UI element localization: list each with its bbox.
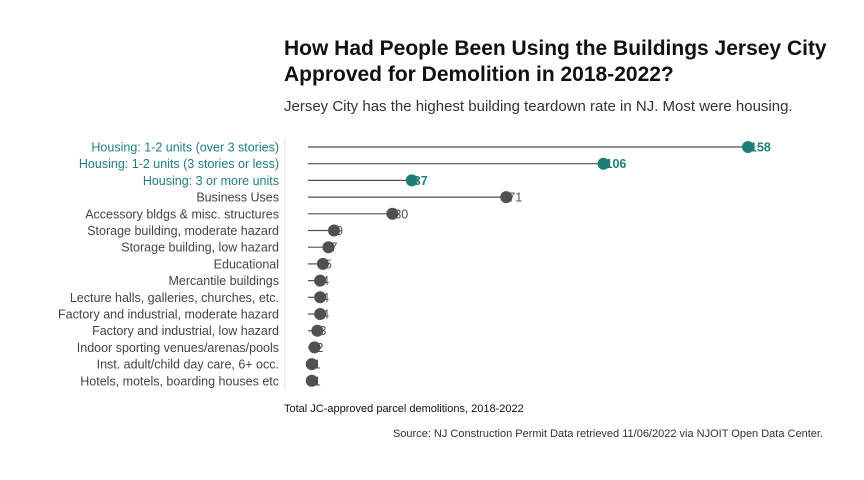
lollipop-dot xyxy=(322,241,335,254)
value-label: 4 xyxy=(322,308,329,322)
chart-subtitle: Jersey City has the highest building tea… xyxy=(284,98,793,115)
lollipop-dot xyxy=(311,324,324,337)
lollipop-dot xyxy=(500,191,513,204)
lollipop-dot xyxy=(305,374,318,387)
category-label: Indoor sporting venues/arenas/pools xyxy=(77,341,279,355)
source-note: Source: NJ Construction Permit Data retr… xyxy=(392,428,823,440)
lollipop-dot xyxy=(405,174,418,187)
lollipop-dot xyxy=(597,157,610,170)
value-label: 4 xyxy=(322,274,329,288)
lollipop-dot xyxy=(742,141,754,153)
category-label: Factory and industrial, moderate hazard xyxy=(58,308,279,322)
category-label: Housing: 1-2 units (over 3 stories) xyxy=(91,141,279,155)
lollipop-dot xyxy=(316,257,329,270)
value-label: 5 xyxy=(325,257,332,271)
value-label: 3 xyxy=(319,324,326,338)
value-label: 37 xyxy=(414,174,428,188)
lollipop-dot xyxy=(314,274,327,287)
value-label: 7 xyxy=(330,241,337,255)
category-label: Educational xyxy=(214,257,279,271)
category-label: Housing: 3 or more units xyxy=(143,174,279,188)
value-label: 1 xyxy=(314,374,321,388)
category-label: Storage building, moderate hazard xyxy=(87,224,279,238)
lollipop-dot xyxy=(328,224,341,237)
category-label: Lecture halls, galleries, churches, etc. xyxy=(70,291,279,305)
lollipop-dot xyxy=(308,341,321,354)
lollipop-dot xyxy=(305,358,318,371)
value-label: 9 xyxy=(336,224,343,238)
category-label: Inst. adult/child day care, 6+ occ. xyxy=(97,358,279,372)
x-axis-label: Total JC-approved parcel demolitions, 20… xyxy=(284,403,524,415)
value-label: 106 xyxy=(606,157,627,171)
lollipop-dot xyxy=(314,308,327,320)
value-label: 71 xyxy=(508,191,522,205)
value-label: 158 xyxy=(750,141,771,155)
value-label: 30 xyxy=(394,207,408,221)
category-label: Mercantile buildings xyxy=(169,274,279,288)
lollipop-dot xyxy=(386,207,399,220)
value-label: 2 xyxy=(317,341,324,355)
value-label: 1 xyxy=(314,358,321,372)
category-label: Business Uses xyxy=(196,191,279,205)
category-label: Factory and industrial, low hazard xyxy=(92,324,279,338)
chart-title: How Had People Been Using the Buildings … xyxy=(284,37,827,86)
category-label: Storage building, low hazard xyxy=(121,241,279,255)
category-label: Hotels, motels, boarding houses etc xyxy=(80,374,279,388)
value-label: 4 xyxy=(322,291,329,305)
category-label: Accessory bldgs & misc. structures xyxy=(85,207,279,221)
category-label: Housing: 1-2 units (3 stories or less) xyxy=(79,157,279,171)
lollipop-dot xyxy=(314,291,327,304)
